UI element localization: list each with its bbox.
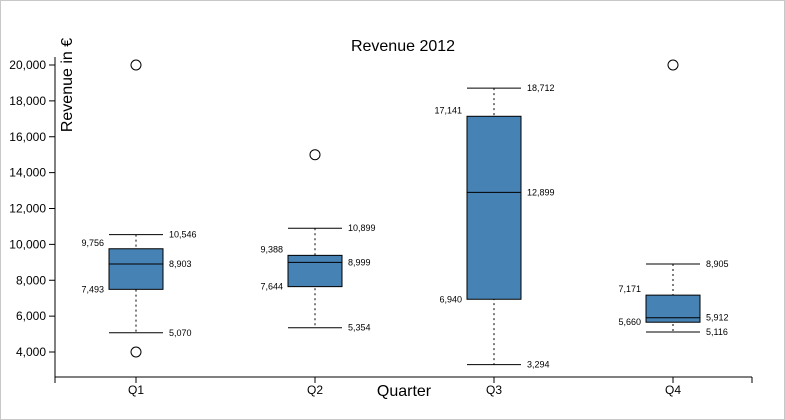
outlier-point bbox=[309, 149, 321, 161]
x-tick-label: Q2 bbox=[307, 383, 323, 397]
x-axis-title: Quarter bbox=[377, 383, 432, 400]
y-axis: 4,000 6,000 8,000 10,000 12,000 14,000 16,000 1… bbox=[9, 57, 56, 377]
q3-label: 7,171 bbox=[618, 284, 641, 294]
q1-label: 5,660 bbox=[618, 317, 641, 327]
outlier-point bbox=[667, 59, 679, 71]
q3-label: 17,141 bbox=[434, 105, 462, 115]
y-tick-label: 20,000 bbox=[9, 58, 46, 72]
y-tick-label: 18,000 bbox=[9, 94, 46, 108]
y-tick-label: 12,000 bbox=[9, 202, 46, 216]
median-label: 8,903 bbox=[169, 259, 192, 269]
whisker-high-label: 10,899 bbox=[348, 223, 376, 233]
median-label: 5,912 bbox=[706, 313, 729, 323]
box-iqr bbox=[466, 115, 522, 300]
outlier-point bbox=[130, 346, 142, 358]
whisker-low-label: 3,294 bbox=[527, 360, 550, 370]
q3-label: 9,756 bbox=[81, 238, 104, 248]
y-tick-label: 8,000 bbox=[16, 273, 46, 287]
whisker-low-label: 5,070 bbox=[169, 328, 192, 338]
x-tick-label: Q1 bbox=[128, 383, 144, 397]
whisker-high-label: 8,905 bbox=[706, 259, 729, 269]
y-axis-title: Revenue in € bbox=[59, 38, 76, 132]
box-iqr bbox=[287, 254, 343, 288]
median-label: 8,999 bbox=[348, 257, 371, 267]
chart-title: Revenue 2012 bbox=[351, 38, 455, 55]
x-axis: Q1 Q2 Q3 Q4 bbox=[54, 376, 753, 397]
outlier-point bbox=[130, 59, 142, 71]
y-tick-label: 6,000 bbox=[16, 309, 46, 323]
box-q2: 10,899 5,354 8,999 9,388 7,644 bbox=[260, 149, 376, 333]
q1-label: 7,493 bbox=[81, 284, 104, 294]
x-tick-label: Q3 bbox=[486, 383, 502, 397]
whisker-high-label: 10,546 bbox=[169, 230, 197, 240]
x-tick-label: Q4 bbox=[665, 383, 681, 397]
whisker-low-label: 5,116 bbox=[706, 327, 728, 337]
q1-label: 6,940 bbox=[439, 294, 462, 304]
box-q3: 18,712 3,294 12,899 17,141 6,940 bbox=[434, 83, 554, 370]
box-iqr bbox=[108, 248, 164, 290]
whisker-high-label: 18,712 bbox=[527, 83, 555, 93]
box-q1: 10,546 5,070 8,903 9,756 7,493 bbox=[81, 59, 197, 358]
y-tick-label: 4,000 bbox=[16, 345, 46, 359]
q1-label: 7,644 bbox=[260, 282, 283, 292]
boxes: 10,546 5,070 8,903 9,756 7,493 10,899 5,354 8,9… bbox=[81, 59, 729, 370]
q3-label: 9,388 bbox=[260, 244, 283, 254]
median-label: 12,899 bbox=[527, 187, 555, 197]
whisker-low-label: 5,354 bbox=[348, 323, 371, 333]
y-tick-label: 10,000 bbox=[9, 237, 46, 251]
box-q4: 8,905 5,116 5,912 7,171 5,660 bbox=[618, 59, 729, 337]
y-tick-label: 14,000 bbox=[9, 166, 46, 180]
y-tick-label: 16,000 bbox=[9, 130, 46, 144]
